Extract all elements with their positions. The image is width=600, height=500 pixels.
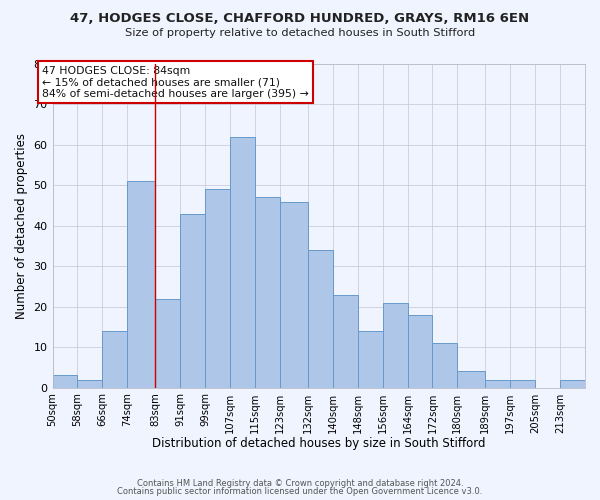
Bar (205, 190, 230, 388)
Y-axis label: Number of detached properties: Number of detached properties (15, 133, 28, 319)
Bar (383, 302, 407, 388)
Text: Contains HM Land Registry data © Crown copyright and database right 2024.: Contains HM Land Registry data © Crown c… (137, 478, 463, 488)
Bar (255, 198, 280, 388)
Bar (510, 380, 535, 388)
Text: 47, HODGES CLOSE, CHAFFORD HUNDRED, GRAYS, RM16 6EN: 47, HODGES CLOSE, CHAFFORD HUNDRED, GRAY… (70, 12, 530, 26)
Text: Contains public sector information licensed under the Open Government Licence v3: Contains public sector information licen… (118, 487, 482, 496)
Bar (333, 294, 358, 388)
Bar (433, 343, 457, 388)
Bar (230, 137, 255, 388)
Bar (358, 331, 383, 388)
Bar (180, 214, 205, 388)
Bar (457, 372, 485, 388)
X-axis label: Distribution of detached houses by size in South Stifford: Distribution of detached houses by size … (152, 437, 485, 450)
Bar (485, 380, 510, 388)
Text: 47 HODGES CLOSE: 84sqm
← 15% of detached houses are smaller (71)
84% of semi-det: 47 HODGES CLOSE: 84sqm ← 15% of detached… (42, 66, 308, 99)
Bar (560, 380, 585, 388)
Bar (103, 331, 127, 388)
Text: Size of property relative to detached houses in South Stifford: Size of property relative to detached ho… (125, 28, 475, 38)
Bar (53, 376, 77, 388)
Bar (308, 250, 333, 388)
Bar (127, 182, 155, 388)
Bar (77, 380, 103, 388)
Bar (155, 298, 180, 388)
Bar (280, 202, 308, 388)
Bar (407, 315, 433, 388)
